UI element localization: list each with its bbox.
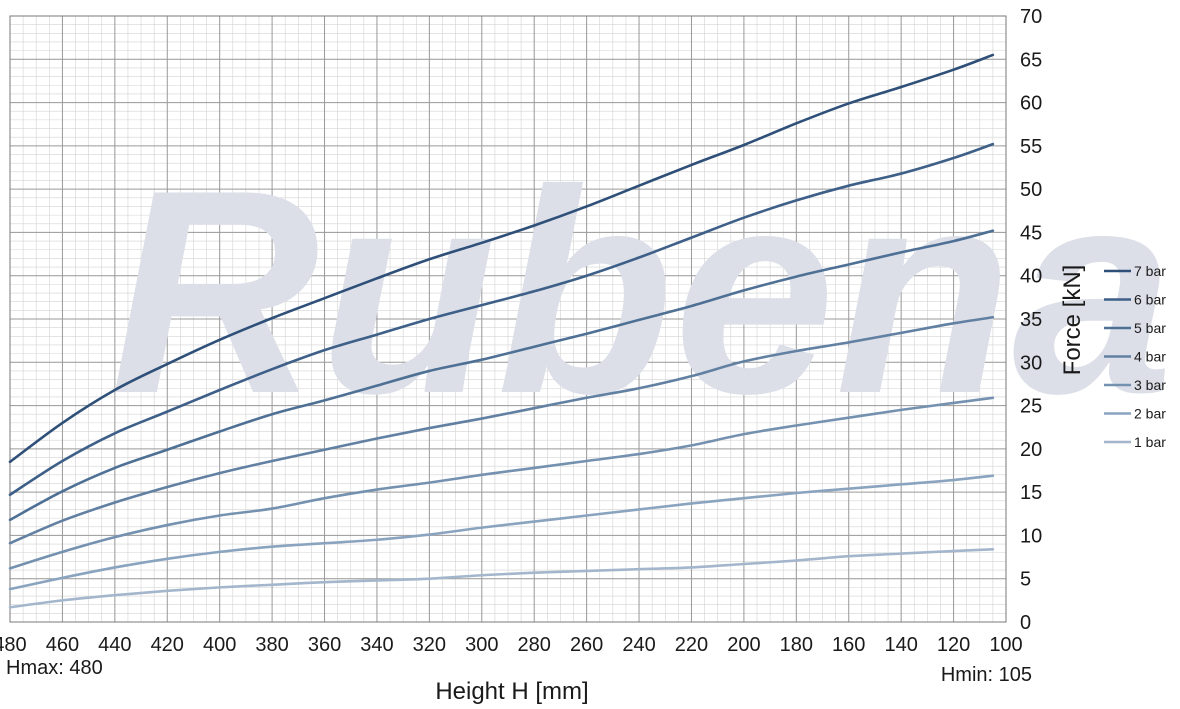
hmax-label: Hmax: 480 (6, 657, 103, 679)
x-tick-label: 240 (622, 634, 655, 656)
x-tick-label: 160 (832, 634, 865, 656)
series-line-2-bar (8, 474, 995, 591)
y-tick-label: 35 (1020, 309, 1042, 331)
series-line-3-bar (8, 396, 995, 570)
y-tick-label: 25 (1020, 396, 1042, 418)
x-tick-label: 140 (884, 634, 917, 656)
x-tick-label: 200 (727, 634, 760, 656)
x-tick-label: 360 (308, 634, 341, 656)
x-tick-label: 460 (46, 634, 79, 656)
legend-label: 2 bar (1134, 406, 1166, 422)
x-tick-label: 120 (937, 634, 970, 656)
legend-label: 6 bar (1134, 292, 1166, 308)
x-tick-label: 480 (0, 634, 27, 656)
major-grid (9, 15, 1007, 623)
x-tick-label: 400 (203, 634, 236, 656)
series-line-7-bar (8, 53, 995, 464)
series-line-5-bar (8, 229, 995, 522)
x-tick-label: 320 (413, 634, 446, 656)
legend-label: 4 bar (1134, 349, 1166, 365)
x-tick-label: 300 (465, 634, 498, 656)
x-tick-label: 280 (518, 634, 551, 656)
legend-label: 5 bar (1134, 320, 1166, 336)
y-tick-labels: 0 5 10 15 20 25 30 35 40 45 50 55 60 65 70 (1020, 6, 1042, 634)
y-tick-label: 5 (1020, 569, 1031, 591)
y-tick-label: 45 (1020, 222, 1042, 244)
y-tick-label: 20 (1020, 439, 1042, 461)
y-tick-label: 30 (1020, 352, 1042, 374)
x-tick-label: 340 (360, 634, 393, 656)
legend-label: 3 bar (1134, 377, 1166, 393)
y-tick-label: 60 (1020, 93, 1042, 115)
y-axis-title: Force [kN] (1059, 265, 1086, 376)
y-tick-label: 50 (1020, 179, 1042, 201)
x-tick-labels: 480 460 440 420 400 380 360 340 320 300 280 260 240 2… (0, 634, 1023, 656)
y-tick-label: 15 (1020, 482, 1042, 504)
plot-border (9, 15, 1007, 623)
series-lines (8, 53, 995, 609)
legend-label: 7 bar (1134, 263, 1166, 279)
y-tick-label: 40 (1020, 266, 1042, 288)
hmin-label: Hmin: 105 (941, 664, 1032, 686)
series-line-4-bar (8, 315, 995, 545)
legend-label: 1 bar (1134, 434, 1166, 450)
x-tick-label: 100 (989, 634, 1022, 656)
x-tick-label: 420 (151, 634, 184, 656)
x-tick-label: 440 (98, 634, 131, 656)
y-tick-label: 70 (1020, 6, 1042, 28)
x-tick-label: 180 (780, 634, 813, 656)
x-tick-label: 260 (570, 634, 603, 656)
y-tick-label: 55 (1020, 136, 1042, 158)
legend: 7 bar 6 bar 5 bar 4 bar 3 bar 2 bar 1 bar (1104, 263, 1166, 450)
x-axis-title: Height H [mm] (435, 678, 588, 705)
series-line-1-bar (8, 547, 995, 609)
y-tick-label: 10 (1020, 525, 1042, 547)
series-line-6-bar (8, 142, 995, 497)
rubena-watermark: Rubena (110, 130, 1173, 454)
y-tick-label: 65 (1020, 49, 1042, 71)
y-tick-label: 0 (1020, 612, 1031, 634)
x-tick-label: 220 (675, 634, 708, 656)
x-tick-label: 380 (255, 634, 288, 656)
